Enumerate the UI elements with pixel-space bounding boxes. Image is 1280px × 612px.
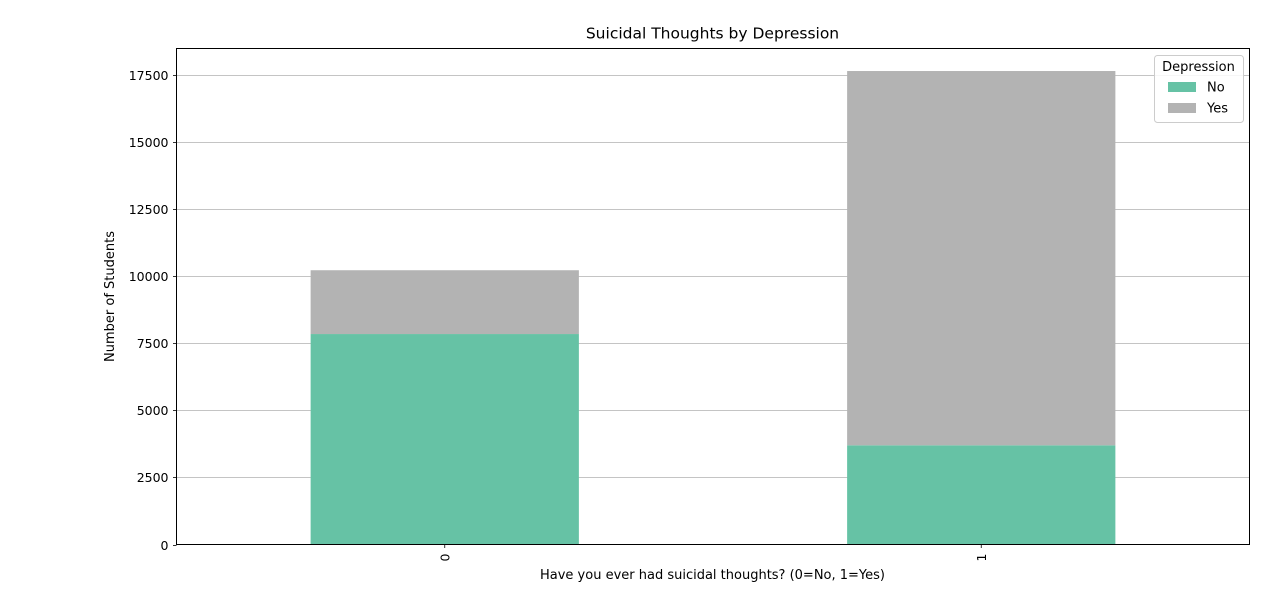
legend-swatch-no	[1168, 82, 1196, 92]
legend-swatch-yes	[1168, 103, 1196, 113]
legend-title: Depression	[1162, 60, 1235, 75]
y-tick-label: 2500	[137, 470, 169, 485]
plot-frame	[176, 48, 1250, 545]
x-tick-label: 0	[437, 553, 452, 561]
y-tick-label: 17500	[129, 68, 169, 83]
y-axis: 0 2500 5000 7500 10000 12500 15000 17500	[129, 68, 177, 553]
y-tick-label: 5000	[137, 403, 169, 418]
x-axis-title: Have you ever had suicidal thoughts? (0=…	[540, 568, 885, 583]
bar-no-0	[310, 334, 579, 545]
bar-yes-0	[310, 270, 579, 335]
legend: Depression No Yes	[1154, 55, 1244, 123]
y-tick-label: 12500	[129, 202, 169, 217]
chart-title: Suicidal Thoughts by Depression	[586, 25, 839, 43]
y-tick-label: 15000	[129, 135, 169, 150]
bar-no-1	[847, 445, 1116, 545]
x-tick-label: 1	[974, 554, 989, 562]
y-tick-label: 7500	[137, 336, 169, 351]
legend-label-yes: Yes	[1206, 102, 1228, 117]
bar-yes-1	[847, 71, 1116, 446]
y-tick-label: 0	[161, 538, 169, 553]
bars	[310, 71, 1116, 545]
y-tick-label: 10000	[129, 269, 169, 284]
y-axis-title: Number of Students	[103, 231, 118, 362]
legend-label-no: No	[1207, 81, 1225, 96]
